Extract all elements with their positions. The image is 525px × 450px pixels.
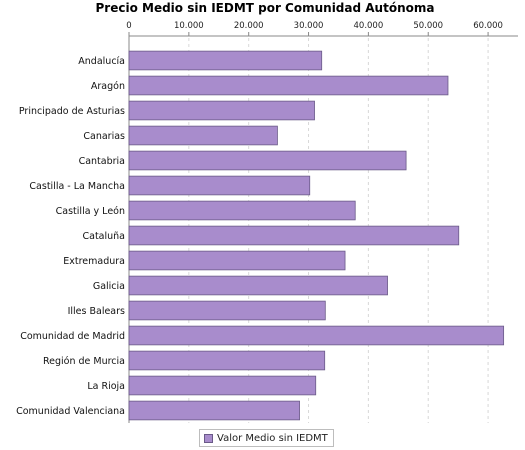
category-label: Canarias [83, 131, 125, 142]
bar [128, 175, 311, 196]
category-label: Illes Balears [68, 306, 125, 317]
category-label: Comunidad Valenciana [16, 406, 125, 417]
bar [128, 125, 278, 146]
category-labels: Andalucía Aragón Principado de Asturias Can… [16, 56, 125, 417]
x-tick-label: 50.000 [413, 21, 443, 31]
bar [128, 300, 326, 321]
category-label: Aragón [91, 81, 125, 92]
x-tick-label: 40.000 [354, 21, 384, 31]
legend-swatch [204, 433, 213, 443]
bar [128, 100, 315, 121]
bar [128, 250, 346, 271]
category-label: Extremadura [63, 256, 125, 267]
bar [128, 50, 323, 71]
bar [128, 225, 460, 246]
legend-label: Valor Medio sin IEDMT [217, 432, 328, 444]
x-tick-label: 20.000 [234, 21, 264, 31]
bar [128, 75, 449, 96]
x-tick-label: 30.000 [294, 21, 324, 31]
chart-title: Precio Medio sin IEDMT por Comunidad Aut… [96, 1, 435, 15]
bar [128, 400, 300, 421]
category-label: Principado de Asturias [19, 106, 125, 117]
category-label: Castilla - La Mancha [29, 181, 125, 192]
category-label: Andalucía [78, 56, 125, 67]
category-label: Comunidad de Madrid [20, 331, 125, 342]
category-label: La Rioja [87, 381, 125, 392]
bar [128, 275, 388, 296]
bar [128, 200, 356, 221]
bars [128, 50, 505, 421]
bar [128, 350, 326, 371]
category-label: Cantabria [79, 156, 125, 167]
x-tick-label: 60.000 [473, 21, 503, 31]
x-tick-label: 0 [126, 21, 131, 31]
category-label: Cataluña [82, 231, 125, 242]
bar [128, 325, 505, 346]
category-label: Castilla y León [56, 206, 125, 217]
x-tick-label: 10.000 [174, 21, 204, 31]
category-label: Región de Murcia [43, 356, 125, 367]
category-label: Galicia [93, 281, 125, 292]
bar [128, 150, 407, 171]
bar [128, 375, 317, 396]
legend: Valor Medio sin IEDMT [199, 429, 334, 447]
